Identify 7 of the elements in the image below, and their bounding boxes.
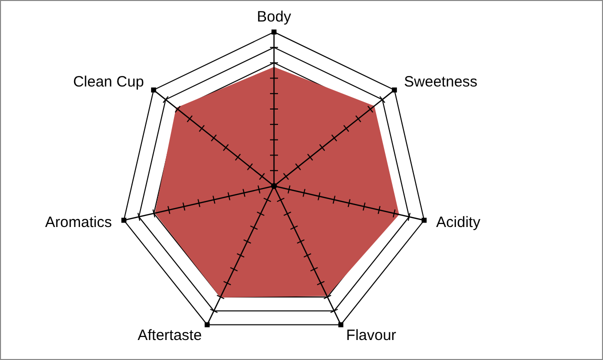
spoke-label: Clean Cup bbox=[73, 73, 144, 90]
spoke-label: Aromatics bbox=[45, 214, 112, 231]
spoke-label: Body bbox=[256, 8, 292, 26]
spoke-label: Sweetness bbox=[404, 73, 478, 90]
spoke-label: Flavour bbox=[346, 326, 396, 344]
spoke-label: Aftertaste bbox=[138, 326, 202, 344]
spoke-label: Acidity bbox=[436, 214, 481, 231]
